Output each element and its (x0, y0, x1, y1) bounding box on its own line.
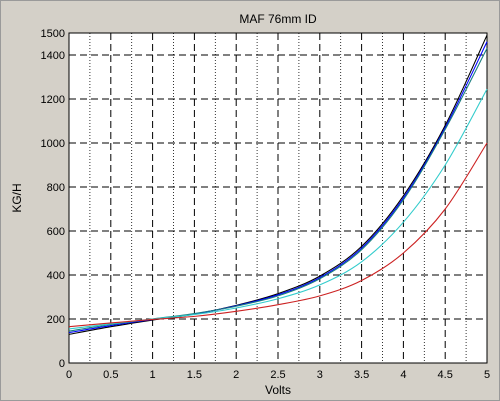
x-tick-label: 0.5 (103, 369, 118, 381)
chart-title: MAF 76mm ID (239, 12, 317, 26)
x-tick-label: 1 (150, 369, 156, 381)
x-tick-label: 3.5 (354, 369, 369, 381)
y-tick-label: 200 (47, 314, 65, 326)
y-tick-labels: 0 200 400 600 800 1000 1200 1400 1500 (41, 28, 65, 370)
x-tick-labels: 0 0.5 1 1.5 2 2.5 3 3.5 4 4.5 5 (66, 369, 490, 381)
y-tick-label: 1500 (41, 28, 65, 40)
y-tick-label: 1000 (41, 138, 65, 150)
x-tick-label: 4 (400, 369, 406, 381)
x-tick-label: 2 (233, 369, 239, 381)
x-tick-label: 4.5 (438, 369, 453, 381)
y-tick-label: 1200 (41, 94, 65, 106)
x-tick-label: 5 (484, 369, 490, 381)
series-line-1 (68, 34, 488, 335)
y-tick-label: 1400 (41, 50, 65, 62)
x-tick-label: 2.5 (270, 369, 285, 381)
y-axis-label: KG/H (10, 183, 24, 212)
x-tick-label: 3 (317, 369, 323, 381)
series-group (68, 34, 488, 335)
x-tick-label: 0 (66, 369, 72, 381)
x-axis-label: Volts (265, 383, 291, 397)
x-tick-label: 1.5 (187, 369, 202, 381)
y-tick-label: 600 (47, 226, 65, 238)
y-tick-label: 800 (47, 182, 65, 194)
y-tick-label: 400 (47, 270, 65, 282)
y-tick-label: 0 (59, 358, 65, 370)
series-line-5 (68, 142, 488, 328)
grid-lines (69, 33, 487, 363)
